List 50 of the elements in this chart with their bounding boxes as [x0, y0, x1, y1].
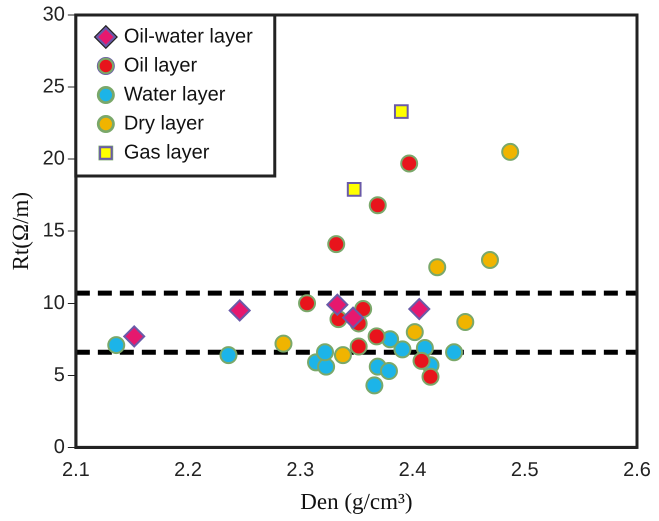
x-tick-label: 2.3 — [286, 458, 314, 481]
legend-label: Dry layer — [124, 112, 204, 135]
point — [456, 313, 474, 332]
x-tick-label: 2.2 — [174, 458, 202, 481]
point — [421, 368, 440, 386]
point — [501, 142, 520, 161]
x-tick-label: 2.6 — [623, 458, 651, 481]
point — [408, 298, 430, 320]
point — [350, 338, 368, 356]
point — [400, 154, 418, 172]
point — [428, 258, 446, 276]
y-tick-label: 30 — [42, 4, 65, 26]
y-tick-label: 20 — [42, 148, 65, 170]
x-tick-label: 2.4 — [398, 458, 426, 481]
point — [480, 251, 499, 270]
point — [368, 327, 386, 346]
x-axis-title: Den (g/cm³) — [300, 489, 413, 514]
x-tick-label: 2.1 — [62, 458, 90, 481]
y-tick-label: 5 — [54, 364, 65, 386]
point — [445, 343, 464, 362]
point — [412, 352, 431, 370]
point — [107, 336, 126, 354]
point — [298, 294, 316, 312]
y-tick-label: 0 — [54, 436, 65, 458]
point — [394, 104, 409, 119]
point — [317, 358, 336, 376]
y-tick-label: 10 — [42, 292, 65, 314]
legend-label: Water layer — [124, 84, 226, 106]
point — [327, 235, 346, 254]
point — [380, 362, 398, 380]
legend-label: Oil layer — [124, 54, 198, 77]
point — [316, 343, 334, 362]
point — [123, 325, 146, 348]
point — [365, 376, 384, 394]
y-axis-title: Rt(Ω/m) — [8, 192, 33, 270]
point — [393, 340, 412, 358]
point — [342, 306, 364, 329]
point — [228, 299, 251, 322]
legend-label: Oil-water layer — [124, 26, 254, 48]
point — [219, 346, 238, 364]
point — [346, 182, 362, 197]
x-tick-label: 2.5 — [510, 458, 539, 481]
y-tick-label: 25 — [42, 76, 65, 98]
y-tick-label: 15 — [42, 220, 65, 242]
point — [326, 294, 348, 316]
point — [368, 196, 387, 214]
point — [406, 323, 424, 342]
legend-label: Gas layer — [124, 142, 210, 164]
point — [274, 334, 292, 353]
point — [334, 346, 352, 364]
